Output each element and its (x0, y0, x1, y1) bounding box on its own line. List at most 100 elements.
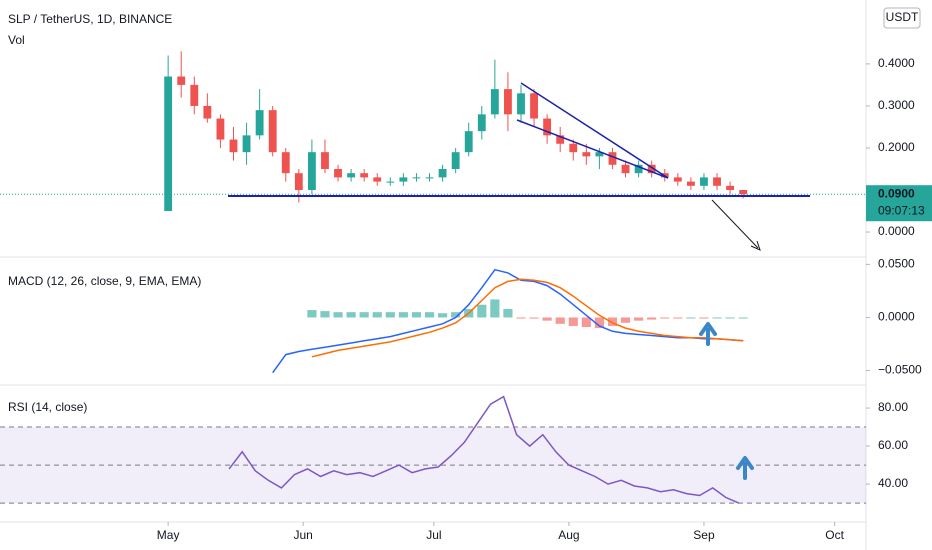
histogram-bar (411, 312, 422, 318)
candle-body (307, 152, 316, 191)
chart-title: SLP / TetherUS, 1D, BINANCE (8, 12, 172, 26)
candle-body (647, 164, 656, 174)
candle-body (229, 139, 238, 153)
histogram-bar (372, 312, 382, 318)
candle-body (334, 168, 342, 178)
candle-body (634, 164, 643, 174)
candle-body (543, 118, 552, 136)
histogram-bar (529, 317, 539, 319)
candle-body (425, 177, 434, 179)
candle-body (268, 110, 277, 153)
histogram-bar (712, 317, 722, 319)
candle-body (556, 135, 565, 144)
countdown-label: 09:07:13 (878, 203, 925, 217)
up-arrow-icon (699, 322, 717, 346)
histogram-bar (451, 312, 461, 318)
histogram-bar (516, 317, 526, 319)
last-price-label: 0.0900 (878, 186, 915, 200)
x-tick-label: Aug (558, 528, 579, 542)
wedge-lower (516, 119, 669, 179)
indicator-line (272, 268, 744, 374)
histogram-bar (738, 317, 748, 319)
x-tick-label: Jul (426, 528, 441, 542)
y-tick-label: 0.4000 (878, 56, 915, 70)
histogram-bar (477, 304, 487, 318)
histogram-bar (568, 317, 578, 326)
candle-body (582, 152, 591, 157)
candle-body (203, 105, 212, 119)
candle-body (177, 76, 186, 85)
candle-body (360, 173, 369, 178)
histogram-bar (346, 312, 356, 318)
histogram-bar (660, 317, 670, 319)
histogram-bar (307, 310, 317, 318)
indicator-line (228, 395, 740, 504)
up-arrow-icon (736, 456, 754, 480)
x-tick-label: Sep (693, 528, 715, 542)
y-tick-label: −0.0500 (878, 363, 922, 377)
histogram-bar (607, 317, 618, 326)
candle-body (281, 152, 290, 174)
macd-title: MACD (12, 26, close, 9, EMA, EMA) (8, 274, 201, 288)
histogram-bar (620, 317, 631, 323)
candle-body (569, 143, 578, 153)
currency-button[interactable] (883, 7, 921, 29)
x-tick-label: May (157, 528, 180, 542)
candle-body (530, 93, 538, 119)
candle-body (451, 152, 460, 169)
candle-body (216, 118, 225, 140)
last-price-box (866, 185, 932, 222)
histogram-bar (581, 317, 591, 328)
y-tick-label: 0.2000 (878, 140, 915, 154)
histogram-bar (359, 312, 369, 318)
candle-body (386, 181, 395, 183)
candle-body (294, 173, 303, 191)
candle-body (504, 89, 512, 115)
candle-body (255, 110, 264, 136)
rsi-title: RSI (14, close) (8, 400, 87, 414)
candle-body (713, 177, 721, 186)
candle-body (700, 177, 708, 186)
candle-body (242, 135, 251, 153)
histogram-bar (555, 317, 565, 324)
volume-label: Vol (8, 33, 25, 47)
arrow-head (750, 240, 761, 251)
candle-body (347, 173, 356, 178)
histogram-bar (333, 312, 343, 318)
histogram-bar (686, 317, 696, 319)
candle-body (621, 164, 630, 174)
histogram-bar (503, 308, 513, 318)
histogram-bar (725, 317, 735, 319)
indicator-line (311, 278, 744, 358)
candle-body (412, 177, 421, 179)
candle-body (164, 76, 173, 212)
histogram-bar (385, 312, 395, 318)
candle-body (739, 190, 748, 195)
currency-label: USDT (886, 10, 919, 24)
y-tick-label: 60.00 (878, 438, 908, 452)
histogram-bar (542, 317, 552, 321)
candle-body (464, 131, 473, 153)
histogram-bar (673, 317, 683, 319)
histogram-bar (647, 317, 657, 320)
histogram-bar (320, 311, 330, 318)
histogram-bar (490, 299, 500, 318)
y-tick-label: 0.3000 (878, 98, 915, 112)
histogram-bar (424, 312, 435, 318)
y-tick-label: 0.0000 (878, 310, 915, 324)
candle-body (477, 114, 486, 132)
y-tick-label: 40.00 (878, 476, 908, 490)
wedge-upper (520, 82, 669, 179)
candle-body (490, 89, 499, 115)
x-tick-label: Jun (294, 528, 313, 542)
candle-body (373, 177, 382, 182)
candle-body (726, 185, 735, 191)
candle-body (438, 168, 447, 178)
histogram-bar (398, 312, 408, 318)
y-tick-label: 80.00 (878, 400, 908, 414)
candle-body (595, 152, 604, 157)
histogram-bar (594, 317, 604, 329)
candle-body (399, 177, 408, 182)
